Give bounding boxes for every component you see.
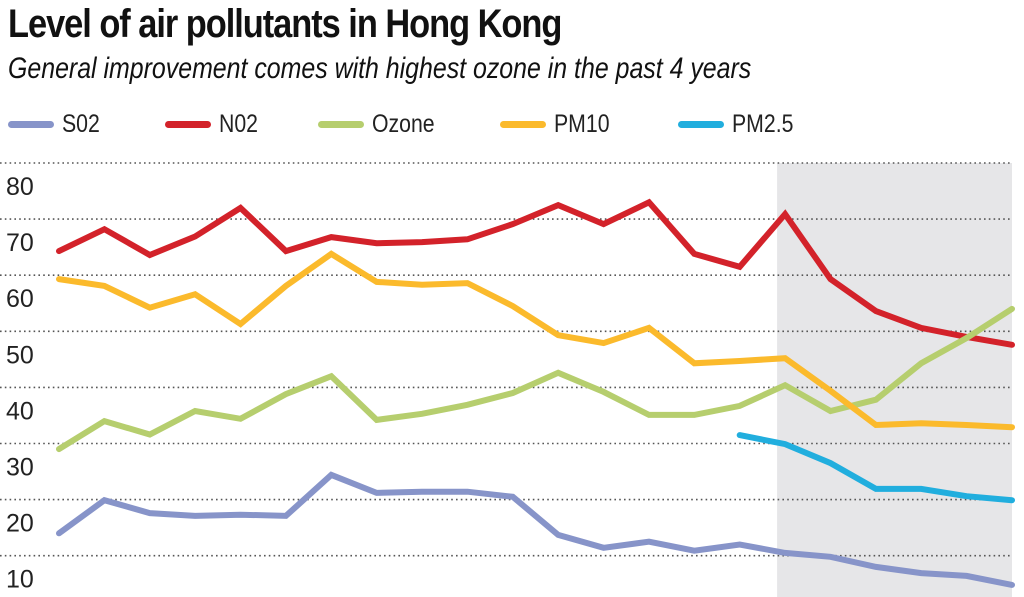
legend-item-ozone: Ozone <box>318 110 446 139</box>
legend-label-no2: N02 <box>219 110 258 138</box>
legend-swatch-so2 <box>8 121 54 128</box>
legend-item-pm10: PM10 <box>500 110 619 139</box>
y-tick-label: 10 <box>6 566 34 594</box>
y-tick-label: 80 <box>6 173 34 201</box>
legend-label-pm10: PM10 <box>554 110 610 138</box>
legend-swatch-pm25 <box>678 121 724 128</box>
y-tick-label: 20 <box>6 510 34 538</box>
y-tick-label: 40 <box>6 397 34 425</box>
legend-swatch-no2 <box>165 121 211 128</box>
chart-title: Level of air pollutants in Hong Kong <box>8 2 562 46</box>
chart-subtitle: General improvement comes with highest o… <box>8 52 752 85</box>
legend-item-so2: S02 <box>8 110 106 139</box>
legend-swatch-ozone <box>318 121 364 128</box>
series-line-pm10 <box>56 250 1015 431</box>
y-tick-label: 70 <box>6 229 34 257</box>
legend-label-so2: S02 <box>62 110 100 138</box>
series-line-s02 <box>56 471 1015 588</box>
legend-label-pm25: PM2.5 <box>732 110 794 138</box>
series-line-n02 <box>56 198 1015 348</box>
y-tick-label: 60 <box>6 285 34 313</box>
legend-item-no2: N02 <box>165 110 265 139</box>
y-tick-label: 30 <box>6 454 34 482</box>
legend: S02 N02 Ozone PM10 PM2.5 <box>8 110 1008 144</box>
legend-label-ozone: Ozone <box>372 110 435 138</box>
legend-item-pm25: PM2.5 <box>678 110 804 139</box>
y-tick-label: 50 <box>6 341 34 369</box>
legend-swatch-pm10 <box>500 121 546 128</box>
